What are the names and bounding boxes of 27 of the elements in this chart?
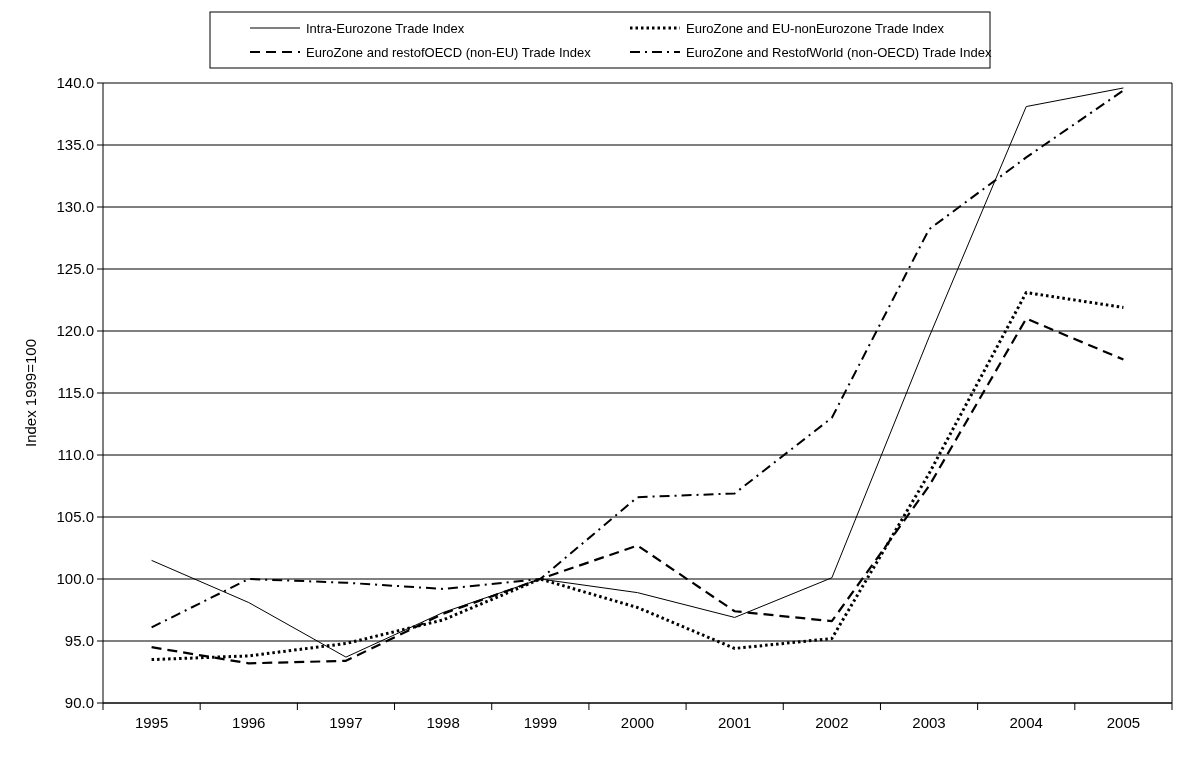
x-tick-label: 2001 [717,714,752,731]
x-tick-label: 1997 [329,714,363,731]
y-tick-label: 105.0 [56,508,94,526]
legend-label: EuroZone and EU-nonEurozone Trade Index [686,20,945,36]
x-tick-label: 1999 [523,714,558,731]
x-tick-label: 2003 [912,714,946,731]
y-axis-title: Index 1999=100 [22,338,39,448]
y-tick-label: 135.0 [56,136,94,154]
y-tick-label: 90.0 [64,694,94,712]
x-tick-label: 1998 [426,714,460,731]
x-tick-label: 2000 [620,714,655,731]
x-tick-label: 1995 [134,714,169,731]
y-tick-label: 95.0 [64,632,94,650]
legend-label: EuroZone and restofOECD (non-EU) Trade Index [306,44,592,60]
y-tick-label: 140.0 [56,74,94,92]
y-tick-label: 130.0 [56,198,94,216]
x-tick-label: 2002 [815,714,849,731]
legend-label: EuroZone and RestofWorld (non-OECD) Trade Index [686,44,992,60]
y-tick-label: 120.0 [56,322,94,340]
y-tick-label: 100.0 [56,570,94,588]
x-tick-label: 2005 [1106,714,1141,731]
legend-label: Intra-Eurozone Trade Index [306,20,465,36]
y-tick-label: 110.0 [57,446,94,464]
x-tick-label: 1996 [232,714,266,731]
x-tick-label: 2004 [1009,714,1043,731]
y-tick-label: 115.0 [57,384,94,402]
y-tick-label: 125.0 [56,260,94,278]
